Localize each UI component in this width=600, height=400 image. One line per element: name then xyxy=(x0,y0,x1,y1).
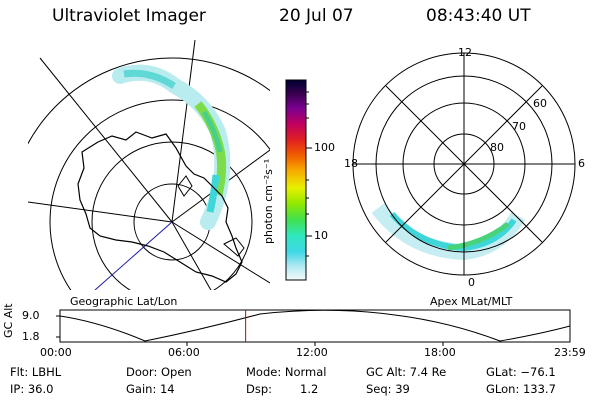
timeline-xtick-1: 06:00 xyxy=(168,346,200,359)
timeline-ytick-high: 9.0 xyxy=(22,309,40,322)
timeline-xtick-3: 18:00 xyxy=(424,346,456,359)
mlt-label-12: 12 xyxy=(458,46,472,59)
timeline-xtick-0: 00:00 xyxy=(40,346,72,359)
image-date: 20 Jul 07 xyxy=(279,6,354,26)
glat-info: GLat: −76.1 xyxy=(486,365,556,379)
door-info: Door: Open xyxy=(126,365,192,379)
flt-info: Flt: LBHL xyxy=(10,365,62,379)
mlat-label-70: 70 xyxy=(512,120,526,133)
aurora-oval xyxy=(112,64,231,230)
colorbar-tick-100: 100 xyxy=(314,141,335,154)
colorbar-unit-label: photon cm⁻²s⁻¹ xyxy=(262,158,275,244)
dsp-value: 1.2 xyxy=(300,382,319,396)
mlat-label-80: 80 xyxy=(490,141,504,154)
right-panel-label: Apex MLat/MLT xyxy=(430,295,513,308)
gc-alt-info: GC Alt: 7.4 Re xyxy=(366,365,447,379)
colorbar-tick-10: 10 xyxy=(314,229,328,242)
orbit-timeline xyxy=(56,309,571,346)
gain-info: Gain: 14 xyxy=(126,382,175,396)
geographic-grid xyxy=(28,39,270,290)
mlt-label-0: 0 xyxy=(468,276,475,289)
dsp-label: Dsp: xyxy=(246,382,273,396)
magnetic-polar-plot xyxy=(352,52,576,276)
mode-info: Mode: Normal xyxy=(246,365,327,379)
timeline-ylabel: GC Alt xyxy=(2,303,15,338)
left-panel-label: Geographic Lat/Lon xyxy=(70,295,178,308)
glon-info: GLon: 133.7 xyxy=(486,382,556,396)
timeline-xtick-2: 12:00 xyxy=(296,346,328,359)
mlt-label-18: 18 xyxy=(344,157,358,170)
colorbar xyxy=(285,79,312,281)
ip-info: IP: 36.0 xyxy=(10,382,54,396)
instrument-title: Ultraviolet Imager xyxy=(52,6,206,26)
mlt-label-6: 6 xyxy=(578,157,585,170)
image-time: 08:43:40 UT xyxy=(426,6,531,26)
seq-info: Seq: 39 xyxy=(366,382,410,396)
mlat-label-60: 60 xyxy=(533,97,547,110)
timeline-xtick-4: 23:59 xyxy=(554,346,586,359)
timeline-ytick-low: 1.8 xyxy=(22,330,40,343)
